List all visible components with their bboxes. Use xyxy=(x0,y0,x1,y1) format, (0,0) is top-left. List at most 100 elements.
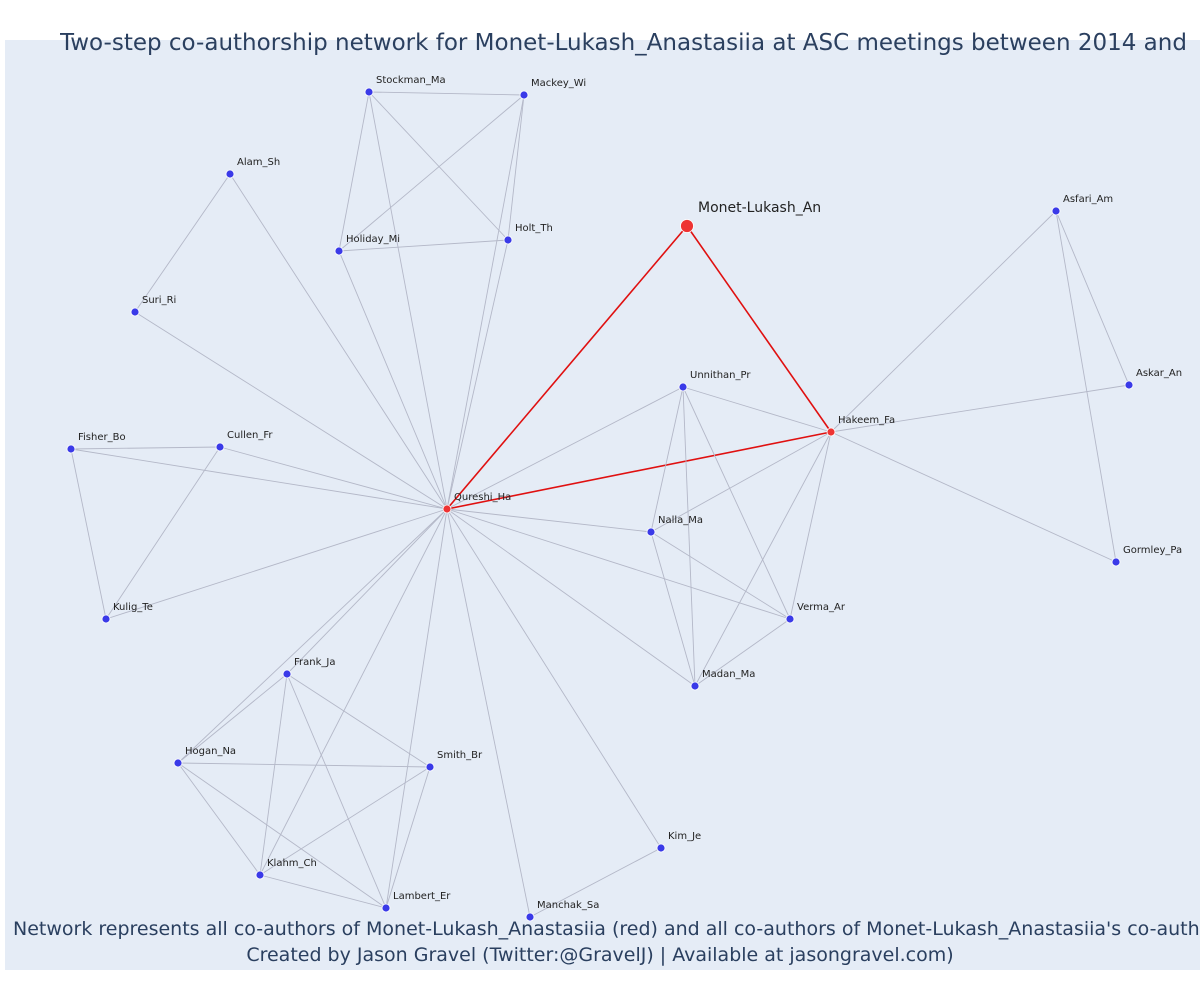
node-label-gormley-pa: Gormley_Pa xyxy=(1123,545,1182,556)
edge-mackey-wi-qureshi-ha xyxy=(446,94,525,510)
node-fisher-bo[interactable] xyxy=(66,444,76,454)
node-label-qureshi-ha: Qureshi_Ha xyxy=(454,492,511,503)
node-label-cullen-fr: Cullen_Fr xyxy=(227,430,273,441)
edge-stockman-ma-qureshi-ha xyxy=(368,91,448,510)
edge-nalla-ma-madan-ma xyxy=(650,531,696,687)
edge-fisher-bo-qureshi-ha xyxy=(70,448,448,510)
edge-nalla-ma-qureshi-ha xyxy=(446,508,652,533)
edge-kim-je-qureshi-ha xyxy=(446,508,662,849)
node-hogan-na[interactable] xyxy=(173,758,183,768)
node-gormley-pa[interactable] xyxy=(1111,557,1121,567)
node-label-asfari-am: Asfari_Am xyxy=(1063,194,1113,205)
node-label-hakeem-fa: Hakeem_Fa xyxy=(838,415,895,426)
edge-frank-ja-qureshi-ha xyxy=(286,508,448,675)
node-label-nalla-ma: Nalla_Ma xyxy=(658,515,703,526)
edge-frank-ja-lambert-er xyxy=(286,673,387,909)
edge-frank-ja-klahm-ch xyxy=(259,673,288,876)
node-monet-lukash-an[interactable] xyxy=(680,219,694,233)
node-label-alam-sh: Alam_Sh xyxy=(237,157,280,168)
node-label-fisher-bo: Fisher_Bo xyxy=(78,432,126,443)
node-klahm-ch[interactable] xyxy=(255,870,265,880)
edge-nalla-ma-verma-ar xyxy=(650,531,791,620)
edge-lambert-er-qureshi-ha xyxy=(385,508,448,909)
edge-hogan-na-smith-br xyxy=(177,762,431,768)
node-mackey-wi[interactable] xyxy=(519,90,529,100)
edge-asfari-am-gormley-pa xyxy=(1055,210,1117,563)
node-qureshi-ha[interactable] xyxy=(442,504,452,514)
node-label-kulig-te: Kulig_Te xyxy=(113,602,153,613)
caption-line-2: Created by Jason Gravel (Twitter:@Gravel… xyxy=(246,944,954,966)
edge-unnithan-pr-qureshi-ha xyxy=(446,386,684,510)
edge-stockman-ma-mackey-wi xyxy=(368,91,525,96)
node-alam-sh[interactable] xyxy=(225,169,235,179)
chart-title: Two-step co-authorship network for Monet… xyxy=(60,30,1187,56)
node-verma-ar[interactable] xyxy=(785,614,795,624)
nodes-layer: Monet-Lukash_An Hakeem_Fa Qureshi_Ha Stockm… xyxy=(66,75,1182,922)
node-label-holt-th: Holt_Th xyxy=(515,223,553,234)
node-hakeem-fa[interactable] xyxy=(826,427,836,437)
node-cullen-fr[interactable] xyxy=(215,442,225,452)
node-label-manchak-sa: Manchak_Sa xyxy=(537,900,599,911)
edge-hakeem-fa-asfari-am xyxy=(830,210,1057,433)
node-label-kim-je: Kim_Je xyxy=(668,831,701,842)
node-label-askar-an: Askar_An xyxy=(1136,368,1182,379)
edge-mackey-wi-holiday-mi xyxy=(338,94,525,252)
edge-suri-ri-qureshi-ha xyxy=(134,311,448,510)
edge-verma-ar-madan-ma xyxy=(694,618,791,687)
node-suri-ri[interactable] xyxy=(130,307,140,317)
edge-stockman-ma-holt-th xyxy=(368,91,509,241)
edge-kim-je-manchak-sa xyxy=(529,847,662,918)
edge-unnithan-pr-madan-ma xyxy=(682,386,696,687)
node-label-madan-ma: Madan_Ma xyxy=(702,669,755,680)
edge-mackey-wi-holt-th xyxy=(507,94,525,241)
node-nalla-ma[interactable] xyxy=(646,527,656,537)
edge-cullen-fr-kulig-te xyxy=(105,446,221,620)
node-label-stockman-ma: Stockman_Ma xyxy=(376,75,446,86)
node-label-hogan-na: Hogan_Na xyxy=(185,746,236,757)
plot-area xyxy=(5,40,1200,970)
edge-hakeem-fa-gormley-pa xyxy=(830,431,1117,563)
edge-unnithan-pr-verma-ar xyxy=(682,386,791,620)
edge-hogan-na-lambert-er xyxy=(177,762,387,909)
node-lambert-er[interactable] xyxy=(381,903,391,913)
edge-madan-ma-qureshi-ha xyxy=(446,508,696,687)
node-label-mackey-wi: Mackey_Wi xyxy=(531,78,586,89)
node-kim-je[interactable] xyxy=(656,843,666,853)
node-manchak-sa[interactable] xyxy=(525,912,535,922)
edge-nalla-ma-hakeem-fa xyxy=(650,431,832,533)
edge-qureshi-ha-hakeem-fa xyxy=(446,431,832,510)
node-kulig-te[interactable] xyxy=(101,614,111,624)
node-madan-ma[interactable] xyxy=(690,681,700,691)
edge-hogan-na-qureshi-ha xyxy=(177,508,448,764)
edge-madan-ma-hakeem-fa xyxy=(694,431,832,687)
edge-hakeem-fa-askar-an xyxy=(830,384,1130,433)
node-unnithan-pr[interactable] xyxy=(678,382,688,392)
node-label-smith-br: Smith_Br xyxy=(437,750,483,761)
node-label-klahm-ch: Klahm_Ch xyxy=(267,858,317,869)
edge-fisher-bo-kulig-te xyxy=(70,448,107,620)
edge-kulig-te-qureshi-ha xyxy=(105,508,448,620)
caption-line-1: Network represents all co-authors of Mon… xyxy=(13,918,1200,940)
node-holiday-mi[interactable] xyxy=(334,246,344,256)
edge-monet-lukash-an-hakeem-fa xyxy=(686,225,832,433)
edge-asfari-am-askar-an xyxy=(1055,210,1130,386)
edge-holt-th-qureshi-ha xyxy=(446,239,509,510)
node-label-frank-ja: Frank_Ja xyxy=(294,657,335,668)
node-askar-an[interactable] xyxy=(1124,380,1134,390)
node-label-suri-ri: Suri_Ri xyxy=(142,295,176,306)
edge-smith-br-klahm-ch xyxy=(259,766,431,876)
node-asfari-am[interactable] xyxy=(1051,206,1061,216)
edge-holiday-mi-qureshi-ha xyxy=(338,250,448,510)
node-holt-th[interactable] xyxy=(503,235,513,245)
edge-klahm-ch-lambert-er xyxy=(259,874,387,909)
node-stockman-ma[interactable] xyxy=(364,87,374,97)
edge-alam-sh-suri-ri xyxy=(134,173,231,313)
node-smith-br[interactable] xyxy=(425,762,435,772)
edge-fisher-bo-cullen-fr xyxy=(70,446,221,450)
edge-holiday-mi-holt-th xyxy=(338,239,509,252)
node-frank-ja[interactable] xyxy=(282,669,292,679)
edge-verma-ar-qureshi-ha xyxy=(446,508,791,620)
edge-alam-sh-qureshi-ha xyxy=(229,173,448,510)
